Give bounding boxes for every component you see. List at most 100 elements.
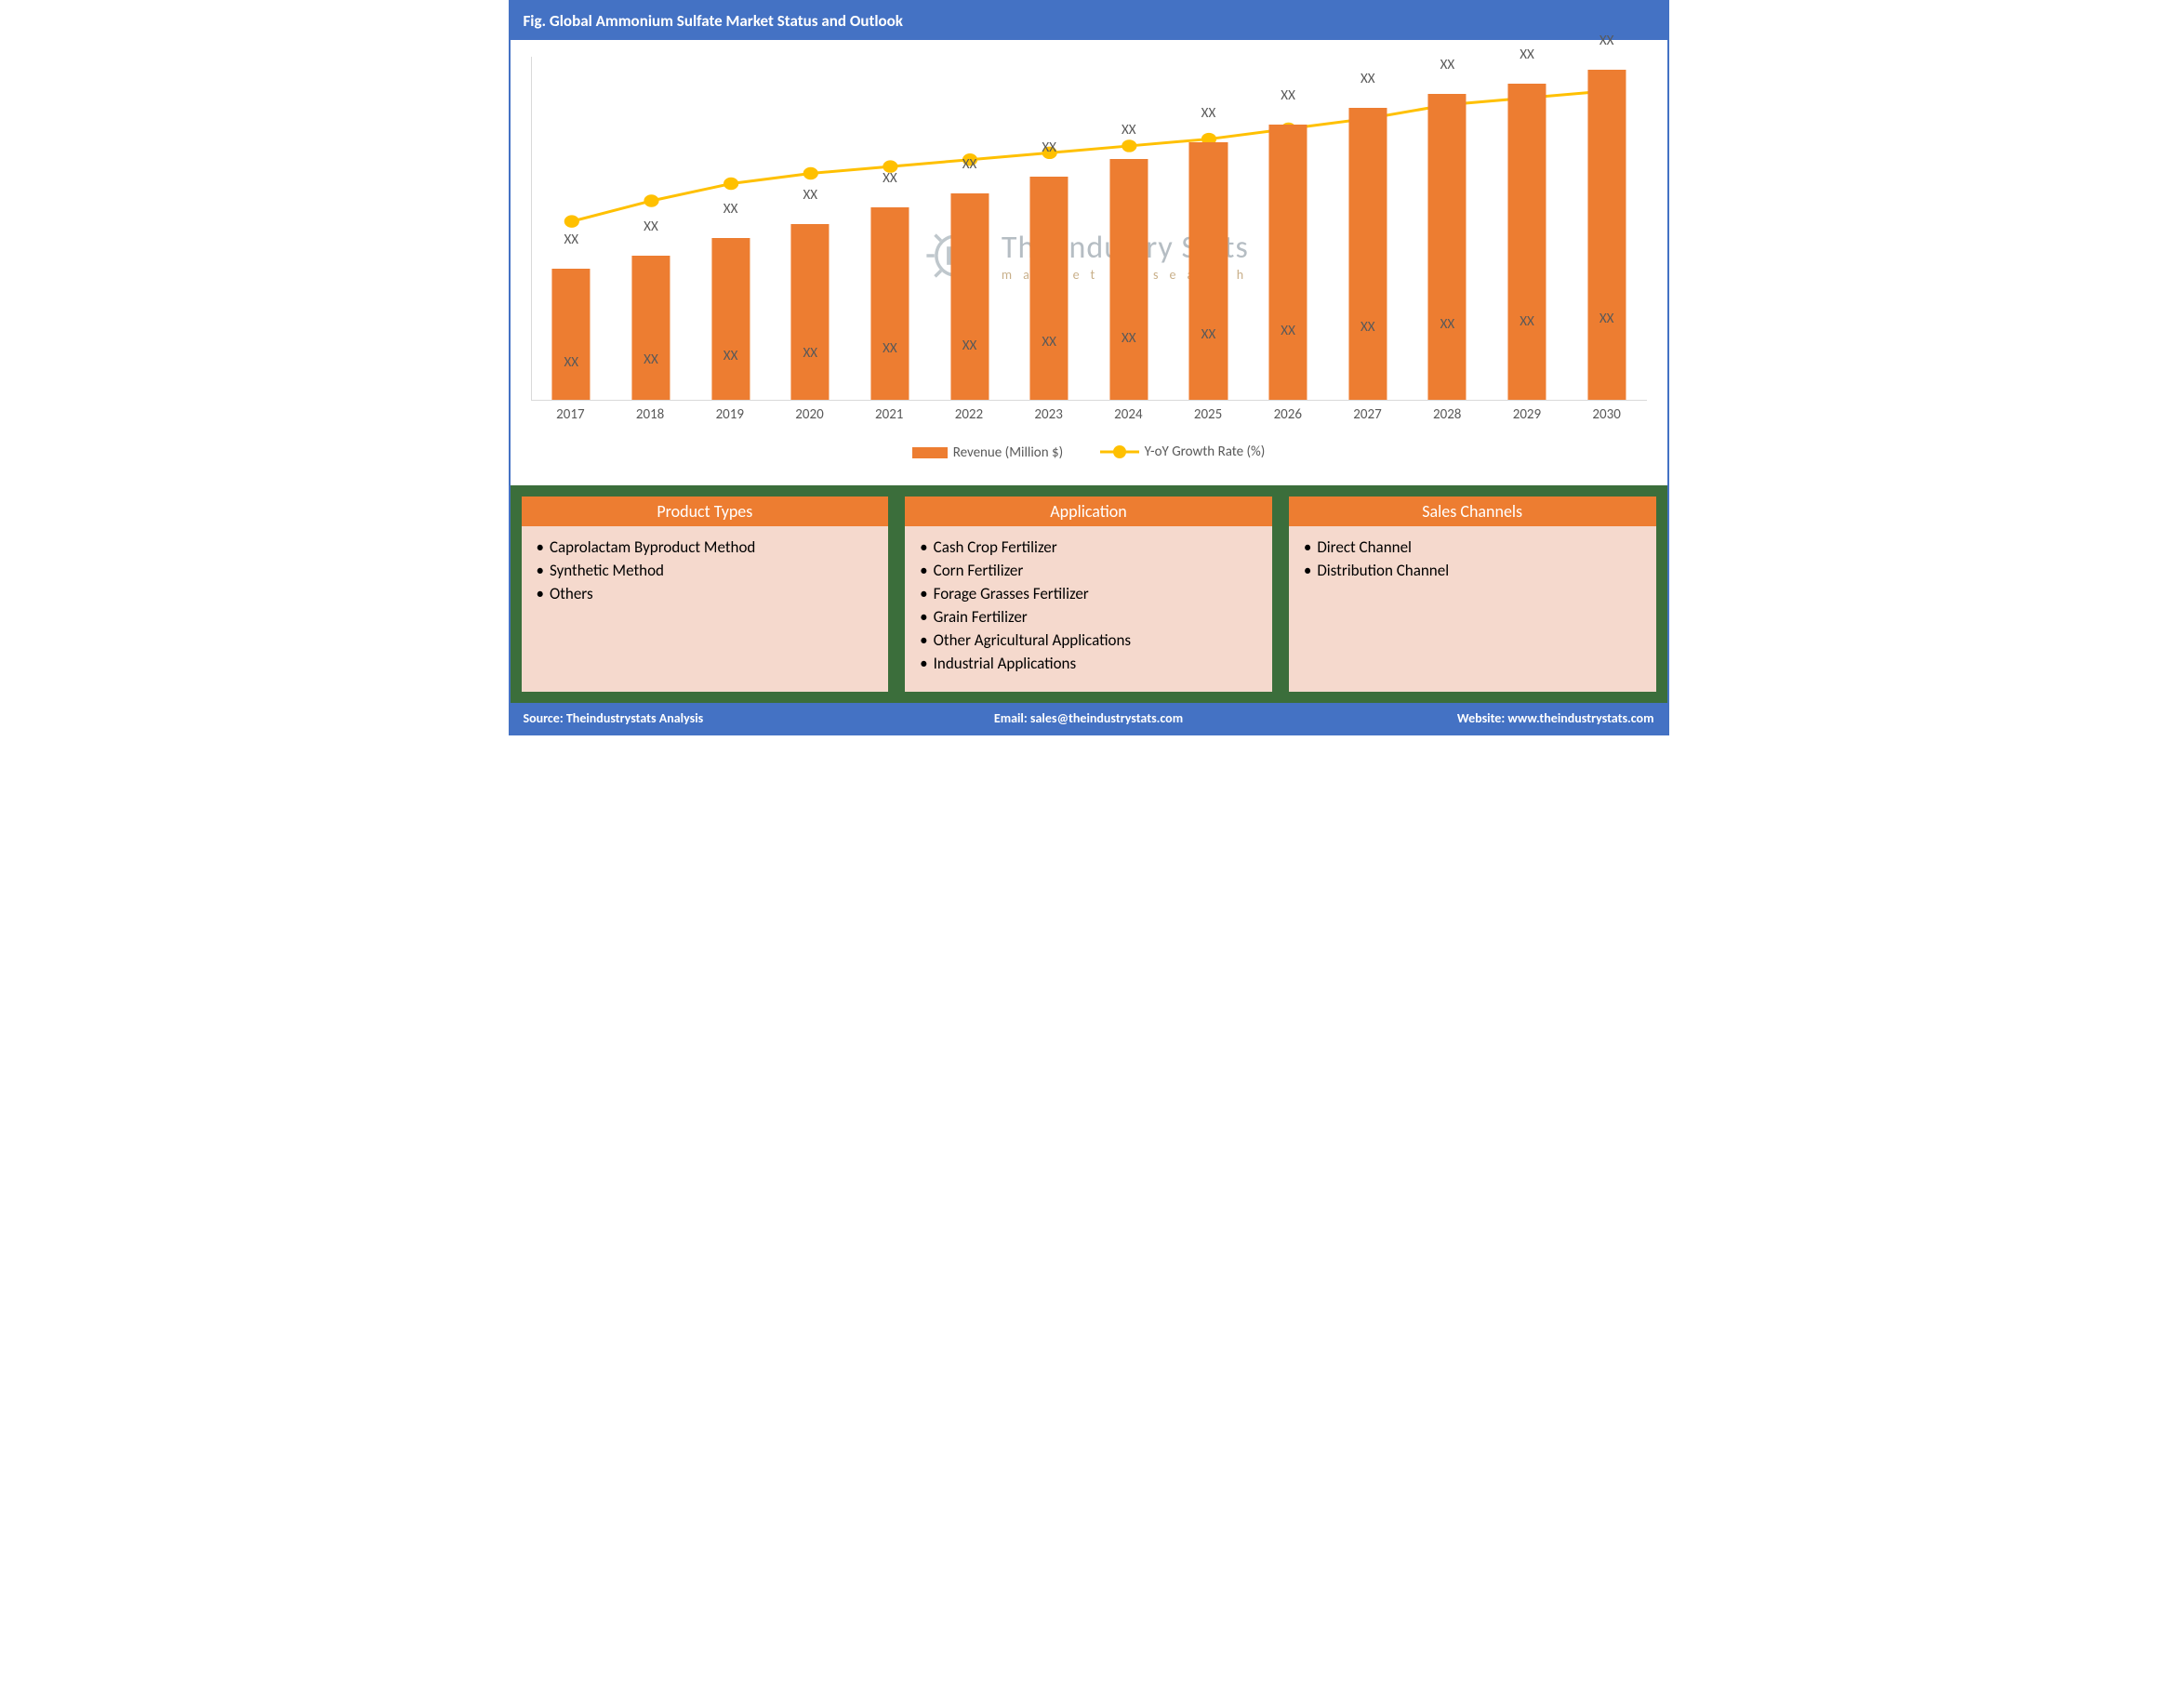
bar-top-label: XX [1520, 46, 1534, 63]
footer-source: Source: Theindustrystats Analysis [524, 710, 900, 726]
bar-top-label: XX [1042, 139, 1056, 156]
bar-group: XX XX [1408, 57, 1488, 400]
x-tick-label: 2028 [1433, 406, 1461, 423]
chart-area: The Industry Stats market research XXXXX… [511, 40, 1667, 485]
x-axis: 2017201820192020202120222023202420252026… [531, 406, 1647, 436]
x-tick-label: 2018 [636, 406, 664, 423]
revenue-bar [1030, 177, 1069, 401]
line-swatch-icon [1100, 445, 1139, 458]
category-title: Product Types [522, 497, 889, 526]
revenue-bar [1269, 125, 1308, 400]
categories-row: Product TypesCaprolactam Byproduct Metho… [511, 485, 1667, 703]
bar-value-label: XX [1122, 330, 1136, 347]
bar-top-label: XX [1122, 122, 1136, 139]
chart-plot: The Industry Stats market research XXXXX… [531, 57, 1647, 401]
bar-top-label: XX [962, 156, 977, 173]
category-title: Sales Channels [1289, 497, 1656, 526]
revenue-bar [552, 269, 591, 400]
list-item: Others [537, 582, 874, 605]
list-item: Grain Fertilizer [920, 605, 1257, 629]
bar-top-label: XX [1600, 33, 1614, 49]
bar-group: XX XX [1009, 57, 1089, 400]
chart-legend: Revenue (Million $) Y-oY Growth Rate (%) [531, 436, 1647, 476]
x-tick-label: 2023 [1034, 406, 1062, 423]
revenue-bar [1428, 94, 1467, 400]
x-tick-label: 2020 [795, 406, 823, 423]
bar-value-label: XX [1361, 319, 1375, 336]
bar-top-label: XX [883, 170, 897, 187]
list-item: Distribution Channel [1304, 559, 1641, 582]
bar-group: XXXX [1567, 57, 1647, 400]
figure-footer: Source: Theindustrystats Analysis Email:… [511, 703, 1667, 734]
revenue-bar [631, 256, 670, 400]
list-item: Synthetic Method [537, 559, 874, 582]
revenue-bar [791, 224, 830, 400]
bar-value-label: XX [883, 340, 897, 357]
bar-group: XX XX [691, 57, 771, 400]
bar-value-label: XX [1281, 323, 1295, 339]
revenue-bar [711, 238, 750, 400]
bar-top-label: XX [1440, 57, 1455, 73]
figure-title: Fig. Global Ammonium Sulfate Market Stat… [511, 2, 1667, 40]
bar-top-label: XX [723, 201, 738, 218]
bar-value-label: XX [1440, 316, 1455, 333]
x-tick-label: 2025 [1194, 406, 1222, 423]
bar-top-label: XX [1361, 71, 1375, 87]
revenue-bar [1109, 159, 1148, 400]
category-list: Caprolactam Byproduct MethodSynthetic Me… [522, 526, 889, 692]
x-tick-label: 2022 [955, 406, 983, 423]
x-tick-label: 2030 [1592, 406, 1620, 423]
x-tick-label: 2026 [1274, 406, 1302, 423]
x-tick-label: 2029 [1513, 406, 1541, 423]
bar-group: XX XX [1169, 57, 1249, 400]
category-title: Application [905, 497, 1272, 526]
bar-value-label: XX [644, 351, 658, 368]
bar-group: XXXX [770, 57, 850, 400]
bar-value-label: XX [564, 354, 579, 371]
category-box: ApplicationCash Crop FertilizerCorn Fert… [905, 497, 1272, 692]
bar-group: XX XX [1248, 57, 1328, 400]
bar-group: XX XX [1089, 57, 1169, 400]
revenue-bar [870, 207, 909, 400]
legend-label: Revenue (Million $) [953, 444, 1063, 461]
list-item: Other Agricultural Applications [920, 629, 1257, 652]
legend-label: Y-oY Growth Rate (%) [1145, 444, 1266, 460]
bar-group: XX XX [611, 57, 691, 400]
bar-value-label: XX [962, 338, 977, 354]
bar-value-label: XX [1520, 313, 1534, 330]
bar-top-label: XX [564, 232, 579, 248]
report-figure: Fig. Global Ammonium Sulfate Market Stat… [509, 0, 1669, 735]
revenue-bar [950, 193, 989, 400]
bar-value-label: XX [723, 348, 738, 364]
bar-value-label: XX [1042, 334, 1056, 351]
legend-growth: Y-oY Growth Rate (%) [1100, 444, 1266, 460]
list-item: Direct Channel [1304, 536, 1641, 559]
list-item: Industrial Applications [920, 652, 1257, 675]
list-item: Forage Grasses Fertilizer [920, 582, 1257, 605]
footer-website: Website: www.theindustrystats.com [1277, 710, 1653, 726]
bar-value-label: XX [1600, 311, 1614, 327]
x-tick-label: 2021 [875, 406, 903, 423]
category-box: Product TypesCaprolactam Byproduct Metho… [522, 497, 889, 692]
bar-top-label: XX [644, 218, 658, 235]
x-tick-label: 2017 [556, 406, 584, 423]
revenue-bar [1348, 108, 1387, 401]
x-tick-label: 2019 [716, 406, 744, 423]
bar-top-label: XX [1281, 87, 1295, 104]
bar-swatch-icon [912, 447, 948, 458]
list-item: Corn Fertilizer [920, 559, 1257, 582]
legend-revenue: Revenue (Million $) [912, 444, 1063, 461]
revenue-bar [1507, 84, 1546, 400]
category-list: Direct ChannelDistribution Channel [1289, 526, 1656, 692]
bar-group: XX XX [1328, 57, 1408, 400]
bar-group: XX XX [850, 57, 930, 400]
revenue-bar [1189, 142, 1228, 401]
bar-value-label: XX [1201, 326, 1216, 343]
revenue-bar [1587, 70, 1626, 400]
bar-top-label: XX [1201, 105, 1216, 122]
bar-group: XX XX [532, 57, 612, 400]
bar-group: XXXX [1487, 57, 1567, 400]
footer-email: Email: sales@theindustrystats.com [900, 710, 1277, 726]
bar-group: XX XX [930, 57, 1010, 400]
category-box: Sales ChannelsDirect ChannelDistribution… [1289, 497, 1656, 692]
